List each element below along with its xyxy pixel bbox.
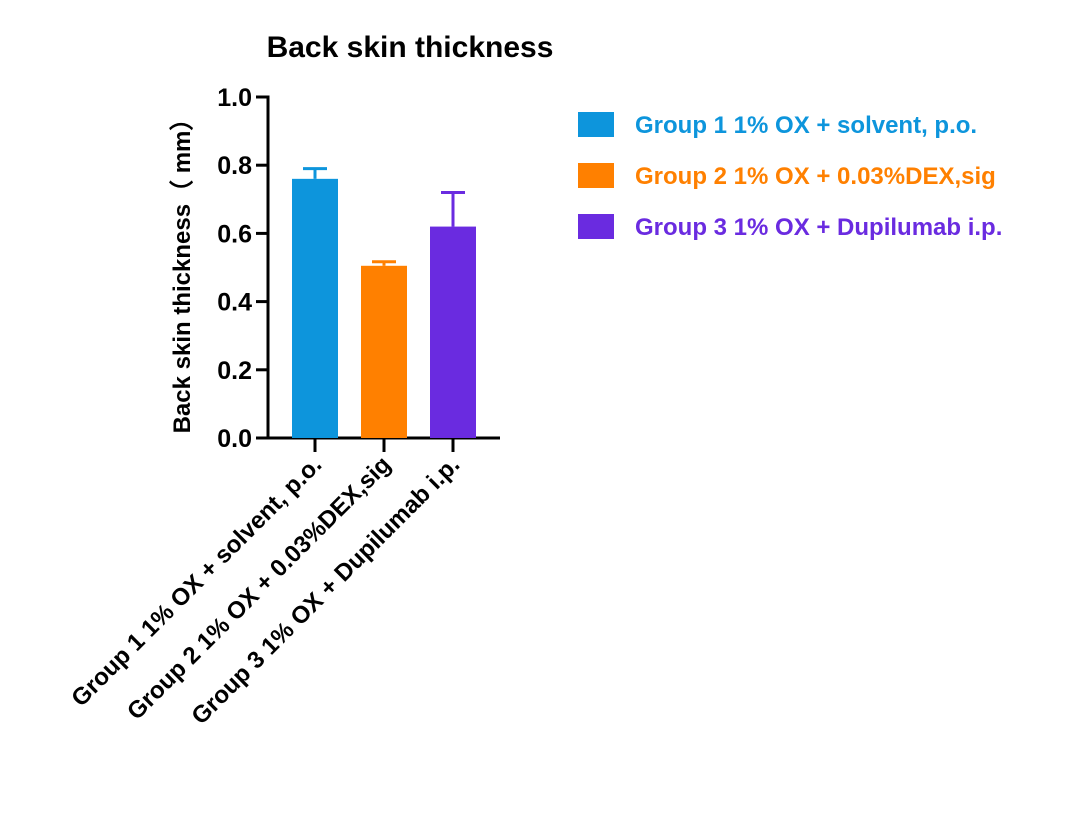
x-tick-labels: Group 1 1% OX + solvent, p.o.Group 2 1% …: [66, 451, 465, 730]
y-tick-label: 0.2: [217, 357, 252, 385]
bar: [361, 265, 407, 438]
y-axis-label: Back skin thickness（ mm）: [169, 107, 196, 434]
y-tick-label: 0.6: [217, 220, 252, 248]
chart-title: Back skin thickness: [267, 31, 554, 64]
x-tick-label: Group 2 1% OX + 0.03%DEX,sig: [122, 451, 396, 725]
axes: 0.0 0.2 0.4 0.6 0.8 1.0: [217, 84, 500, 453]
legend-label: Group 1 1% OX + solvent, p.o.: [635, 112, 977, 139]
y-tick-label: 0.0: [217, 425, 252, 453]
y-tick-label: 0.8: [217, 152, 252, 180]
legend-swatch: [578, 214, 614, 239]
legend-swatch: [578, 112, 614, 137]
y-tick-label: 0.4: [217, 289, 252, 317]
bars: [292, 167, 476, 438]
legend-label: Group 2 1% OX + 0.03%DEX,sig: [635, 163, 996, 190]
legend-label: Group 3 1% OX + Dupilumab i.p.: [635, 214, 1002, 241]
legend-swatch: [578, 163, 614, 188]
bar: [292, 178, 338, 438]
bar: [430, 226, 476, 438]
legend: Group 1 1% OX + solvent, p.o. Group 2 1% …: [578, 112, 1002, 241]
x-tick-label: Group 3 1% OX + Dupilumab i.p.: [186, 451, 465, 730]
y-tick-label: 1.0: [217, 84, 252, 112]
x-tick-label: Group 1 1% OX + solvent, p.o.: [66, 451, 327, 712]
